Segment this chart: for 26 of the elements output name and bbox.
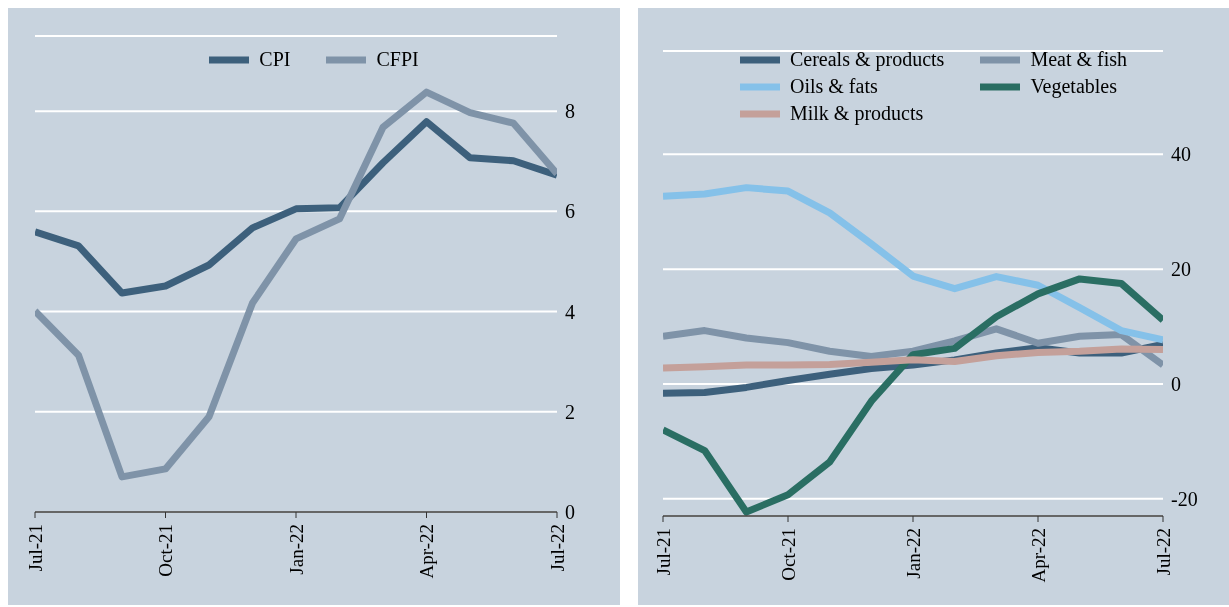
y-tick-label: 6 [565, 200, 575, 223]
legend-label: Oils & fats [789, 75, 878, 98]
y-tick-label: 40 [1171, 143, 1191, 166]
x-tick-label: Jan-22 [902, 528, 924, 579]
y-tick-label: 4 [565, 300, 575, 323]
x-tick-label: Oct-21 [777, 528, 799, 581]
x-tick-label: Jan-22 [285, 524, 307, 575]
legend-label: Vegetables [1030, 75, 1118, 98]
legend-label: Cereals & products [789, 48, 945, 71]
legend-label: CFPI [376, 48, 419, 71]
y-tick-label: 8 [565, 100, 575, 123]
x-tick-label: Jul-22 [546, 524, 568, 572]
x-tick-label: Jul-21 [24, 524, 46, 572]
legend-label: Milk & products [789, 102, 924, 125]
x-tick-label: Apr-22 [416, 524, 437, 579]
x-tick-label: Apr-22 [1027, 528, 1049, 583]
y-tick-label: 2 [565, 400, 575, 423]
x-tick-label: Jul-22 [1152, 528, 1174, 576]
legend-label: CPI [259, 48, 291, 71]
legend-label: Meat & fish [1030, 48, 1128, 71]
y-tick-label: 0 [565, 501, 575, 524]
x-tick-label: Jul-21 [652, 528, 674, 576]
y-tick-label: 20 [1171, 258, 1191, 281]
y-tick-label: -20 [1171, 487, 1198, 510]
y-tick-label: 0 [1171, 373, 1181, 396]
x-tick-label: Oct-21 [155, 524, 176, 577]
